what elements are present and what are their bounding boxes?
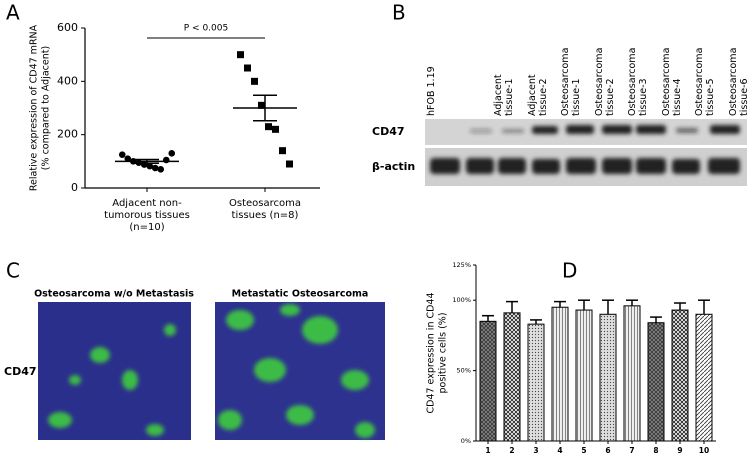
lane-label: Osteosarcoma tissue-1 [560, 47, 582, 116]
lane-label: Adjacent tissue-1 [493, 74, 515, 116]
data-point [157, 166, 165, 173]
bar [671, 309, 689, 442]
x-tick-label: 4 [557, 446, 562, 455]
bar [551, 306, 569, 442]
bar [647, 322, 665, 442]
lane-label: Osteosarcoma tissue-2 [593, 47, 616, 116]
x-tick-label: 8 [653, 446, 658, 455]
bar [599, 313, 617, 442]
y-tick-label: 200 [57, 128, 78, 141]
y-tick-label: 400 [57, 74, 78, 87]
bar [527, 323, 545, 442]
y-tick-label: 0% [461, 437, 471, 445]
data-point [168, 150, 176, 157]
lane-label: Adjacent tissue-2 [526, 74, 549, 116]
stain [48, 304, 375, 438]
row-label: β-actin [372, 160, 415, 173]
bar [503, 312, 521, 442]
x-tick-label: 2 [509, 446, 514, 455]
data-point [151, 164, 159, 172]
bar [623, 305, 641, 442]
lane-label: Osteosarcoma tissue-5 [694, 47, 716, 116]
data-point [118, 151, 126, 158]
x-tick-label: 6 [605, 446, 610, 455]
y-tick-label: 100% [452, 296, 471, 304]
data-point [272, 125, 279, 133]
x-tick-label: Adjacent non-tumorous tissues (n=10) [104, 198, 190, 233]
bar [695, 313, 713, 442]
bar [479, 320, 497, 442]
data-point [251, 77, 258, 85]
x-tick-label: 10 [699, 446, 709, 455]
annotation: P < 0.005 [184, 24, 228, 34]
data-point [244, 64, 251, 72]
lane-label: Osteosarcoma tissue-4 [660, 47, 683, 116]
x-tick-label: 9 [677, 446, 682, 455]
y-axis-label: CD47 expression in CD44 [426, 292, 437, 413]
panel-letter: D [562, 259, 577, 283]
x-tick-label: 7 [629, 446, 634, 455]
data-point [124, 155, 132, 162]
lane-label: hFOB 1.19 [426, 66, 437, 116]
data-point [265, 123, 272, 131]
data-point [286, 160, 293, 168]
panel-letter: B [392, 1, 406, 25]
image-title: Osteosarcoma w/o Metastasis [34, 289, 194, 300]
image-title: Metastatic Osteosarcoma [232, 289, 369, 300]
lane-label: Osteosarcoma tissue-6 [727, 47, 750, 116]
y-tick-label: 50% [457, 367, 471, 375]
panel-letter: C [6, 259, 20, 283]
x-tick-label: Osteosarcoma tissues (n=8) [229, 198, 301, 221]
data-point [162, 156, 170, 164]
y-tick-label: 0 [71, 181, 78, 194]
row-label: CD47 [4, 365, 37, 378]
data-point [237, 51, 244, 59]
data-point [279, 147, 286, 155]
y-axis-label: Relative expression of CD47 mRNA [29, 24, 40, 191]
x-tick-label: 3 [533, 446, 538, 455]
panel-letter: A [6, 1, 20, 25]
lane-label: Osteosarcoma tissue-3 [627, 47, 649, 116]
y-tick-label: 125% [452, 261, 471, 269]
fluorescence-images [38, 302, 385, 440]
western-blot [425, 119, 747, 186]
data-point [146, 162, 154, 170]
x-tick-label: 5 [581, 446, 586, 455]
data-point [258, 101, 265, 109]
y-axis-label: positive cells (%) [438, 312, 449, 393]
row-label: CD47 [372, 125, 405, 138]
bands [430, 125, 740, 174]
y-tick-label: 600 [57, 21, 78, 34]
y-axis-label: (% compared to Adjacent) [41, 46, 52, 170]
x-tick-label: 1 [485, 446, 490, 455]
bar [575, 309, 593, 442]
